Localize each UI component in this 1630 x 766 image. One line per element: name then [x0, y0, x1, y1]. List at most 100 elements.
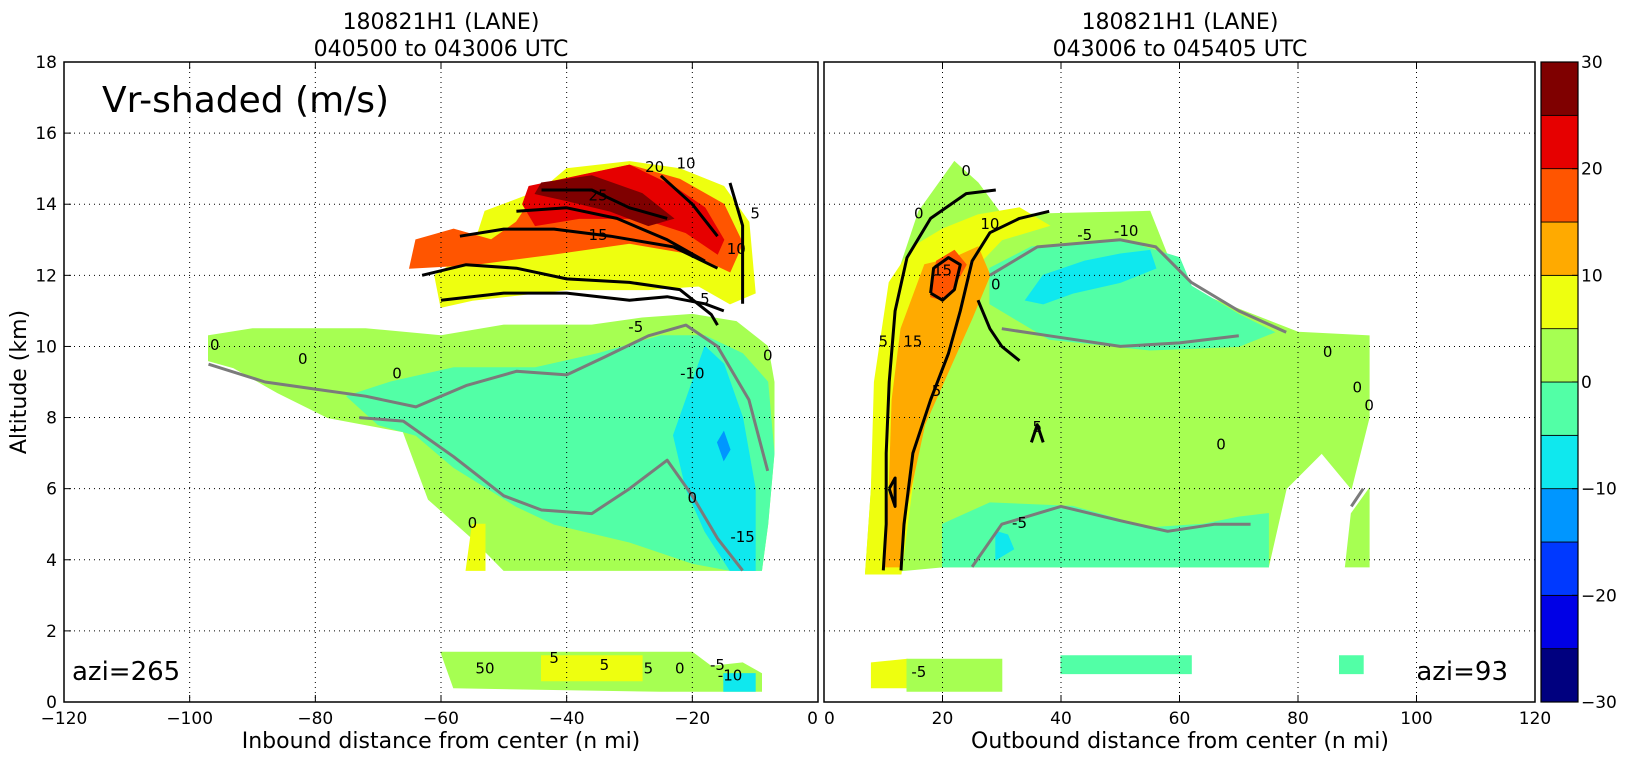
- left-region-5: [345, 335, 775, 571]
- y-tick-label: 12: [35, 266, 57, 286]
- left-contour-label: 0: [763, 347, 773, 365]
- right-region-1: [1344, 487, 1370, 568]
- left-contour-black-4: [541, 188, 668, 220]
- left-title-line1: 180821H1 (LANE): [343, 10, 540, 35]
- left-region-7: [716, 430, 731, 462]
- right-contour-label: 15: [933, 261, 952, 279]
- right-x-tick-label: 80: [1287, 709, 1309, 729]
- right-contour-label: 0: [991, 276, 1001, 294]
- right-contour-label: 0: [1364, 396, 1374, 414]
- right-x-axis-label: Outbound distance from center (n mi): [971, 729, 1389, 754]
- colorbar-block: [1540, 434, 1579, 490]
- right-x-ticks: 0 20 40 60 80 100 120: [823, 62, 1551, 729]
- left-title-line2: 040500 to 043006 UTC: [314, 37, 569, 62]
- left-contour-label: -15: [730, 528, 755, 546]
- right-contour-label: 0: [1216, 436, 1226, 454]
- right-contour-gray-3: [1350, 487, 1365, 508]
- right-x-tick-label: 120: [1519, 709, 1551, 729]
- right-contour-label: -5: [1077, 226, 1092, 244]
- colorbar-blocks: [1540, 61, 1579, 703]
- right-contour-black-0: [881, 188, 996, 571]
- right-x-tick-label: 20: [932, 709, 954, 729]
- colorbar-block: [1540, 114, 1579, 170]
- left-contour-label: 20: [645, 158, 664, 176]
- colorbar-block: [1540, 381, 1579, 436]
- colorbar-block: [1540, 488, 1579, 543]
- right-x-tick-label: 40: [1050, 709, 1072, 729]
- y-tick-label: 14: [35, 195, 57, 215]
- left-y-ticks: 0 2 4 6 8 10 12 14 16 18: [35, 53, 71, 713]
- right-contour-gray-0: [989, 238, 1287, 334]
- left-x-ticks: −120 −100 −80 −60 −40 −20 0: [41, 62, 819, 729]
- left-contour-label: -5: [628, 318, 643, 336]
- left-grid: [64, 62, 818, 702]
- colorbar-tick-label: −20: [1581, 586, 1617, 606]
- right-grid: [824, 62, 1535, 702]
- left-contour-black-1: [440, 291, 725, 313]
- right-contour-label: -10: [1114, 222, 1139, 240]
- right-shaded-regions: [864, 160, 1370, 692]
- left-contour-gray-0: [208, 323, 770, 472]
- right-contour-gray-1: [1001, 327, 1239, 348]
- left-contour-black-3: [516, 206, 706, 263]
- right-contour-label: 0: [1352, 379, 1362, 397]
- right-contour-label: 0: [914, 204, 924, 222]
- y-tick-label: 18: [35, 53, 57, 73]
- left-x-tick-label: −80: [297, 709, 333, 729]
- right-region-12: [1339, 655, 1364, 675]
- colorbar-tick-label: 10: [1581, 266, 1603, 286]
- left-contour-label: 0: [688, 489, 698, 507]
- left-x-tick-label: −120: [41, 709, 88, 729]
- colorbar-tick-label: 30: [1581, 53, 1603, 73]
- right-contour-black-3: [976, 299, 1021, 362]
- colorbar-block: [1540, 541, 1579, 596]
- left-shaded-regions: [208, 161, 775, 692]
- left-x-tick-label: −20: [674, 709, 710, 729]
- left-region-6: [672, 345, 756, 571]
- right-azimuth-label: azi=93: [1416, 657, 1508, 687]
- left-contour-label: 5: [600, 656, 610, 674]
- right-x-tick-label: 60: [1169, 709, 1191, 729]
- left-contour-label: 15: [589, 226, 608, 244]
- right-contour-label: 5: [878, 332, 888, 350]
- right-region-3: [1024, 249, 1157, 305]
- y-axis-label: Altitude (km): [7, 310, 32, 454]
- y-tick-label: 2: [46, 622, 57, 642]
- right-contour-black-5: [1029, 423, 1045, 443]
- left-contour-black-6: [728, 182, 745, 304]
- right-title-line1: 180821H1 (LANE): [1082, 10, 1279, 35]
- left-contour-label: 0: [468, 514, 478, 532]
- left-region-3: [534, 175, 675, 227]
- colorbar: 30 20 10 0 −10 −20 −30: [1540, 53, 1617, 713]
- left-x-tick-label: −40: [549, 709, 585, 729]
- colorbar-tick-label: 20: [1581, 160, 1603, 180]
- right-contour-label: 0: [961, 162, 971, 180]
- left-contour-label: 5: [549, 649, 559, 667]
- right-contour-label: -5: [911, 663, 926, 681]
- colorbar-ticks: 30 20 10 0 −10 −20 −30: [1572, 53, 1617, 713]
- right-contour-label: 15: [903, 332, 922, 350]
- left-contour-label: 5: [644, 660, 654, 678]
- left-x-tick-label: −100: [166, 709, 213, 729]
- left-contour-label: 0: [392, 364, 402, 382]
- right-region-5: [995, 530, 1015, 561]
- right-contour-black-1: [899, 209, 1050, 571]
- left-contour-label: 5: [750, 204, 760, 222]
- y-tick-label: 8: [46, 409, 57, 429]
- right-contour-black-2: [929, 256, 962, 302]
- left-contour-black-0: [421, 263, 719, 326]
- colorbar-tick-label: 0: [1581, 373, 1592, 393]
- left-contour-label: 50: [475, 660, 494, 678]
- right-contour-gray-2: [970, 504, 1251, 568]
- left-x-axis-label: Inbound distance from center (n mi): [242, 729, 641, 754]
- right-contour-black-4: [887, 476, 897, 508]
- y-tick-label: 6: [46, 480, 57, 500]
- left-region-11: [723, 673, 756, 692]
- left-contour-label: -10: [718, 667, 743, 685]
- right-x-tick-label: 100: [1400, 709, 1432, 729]
